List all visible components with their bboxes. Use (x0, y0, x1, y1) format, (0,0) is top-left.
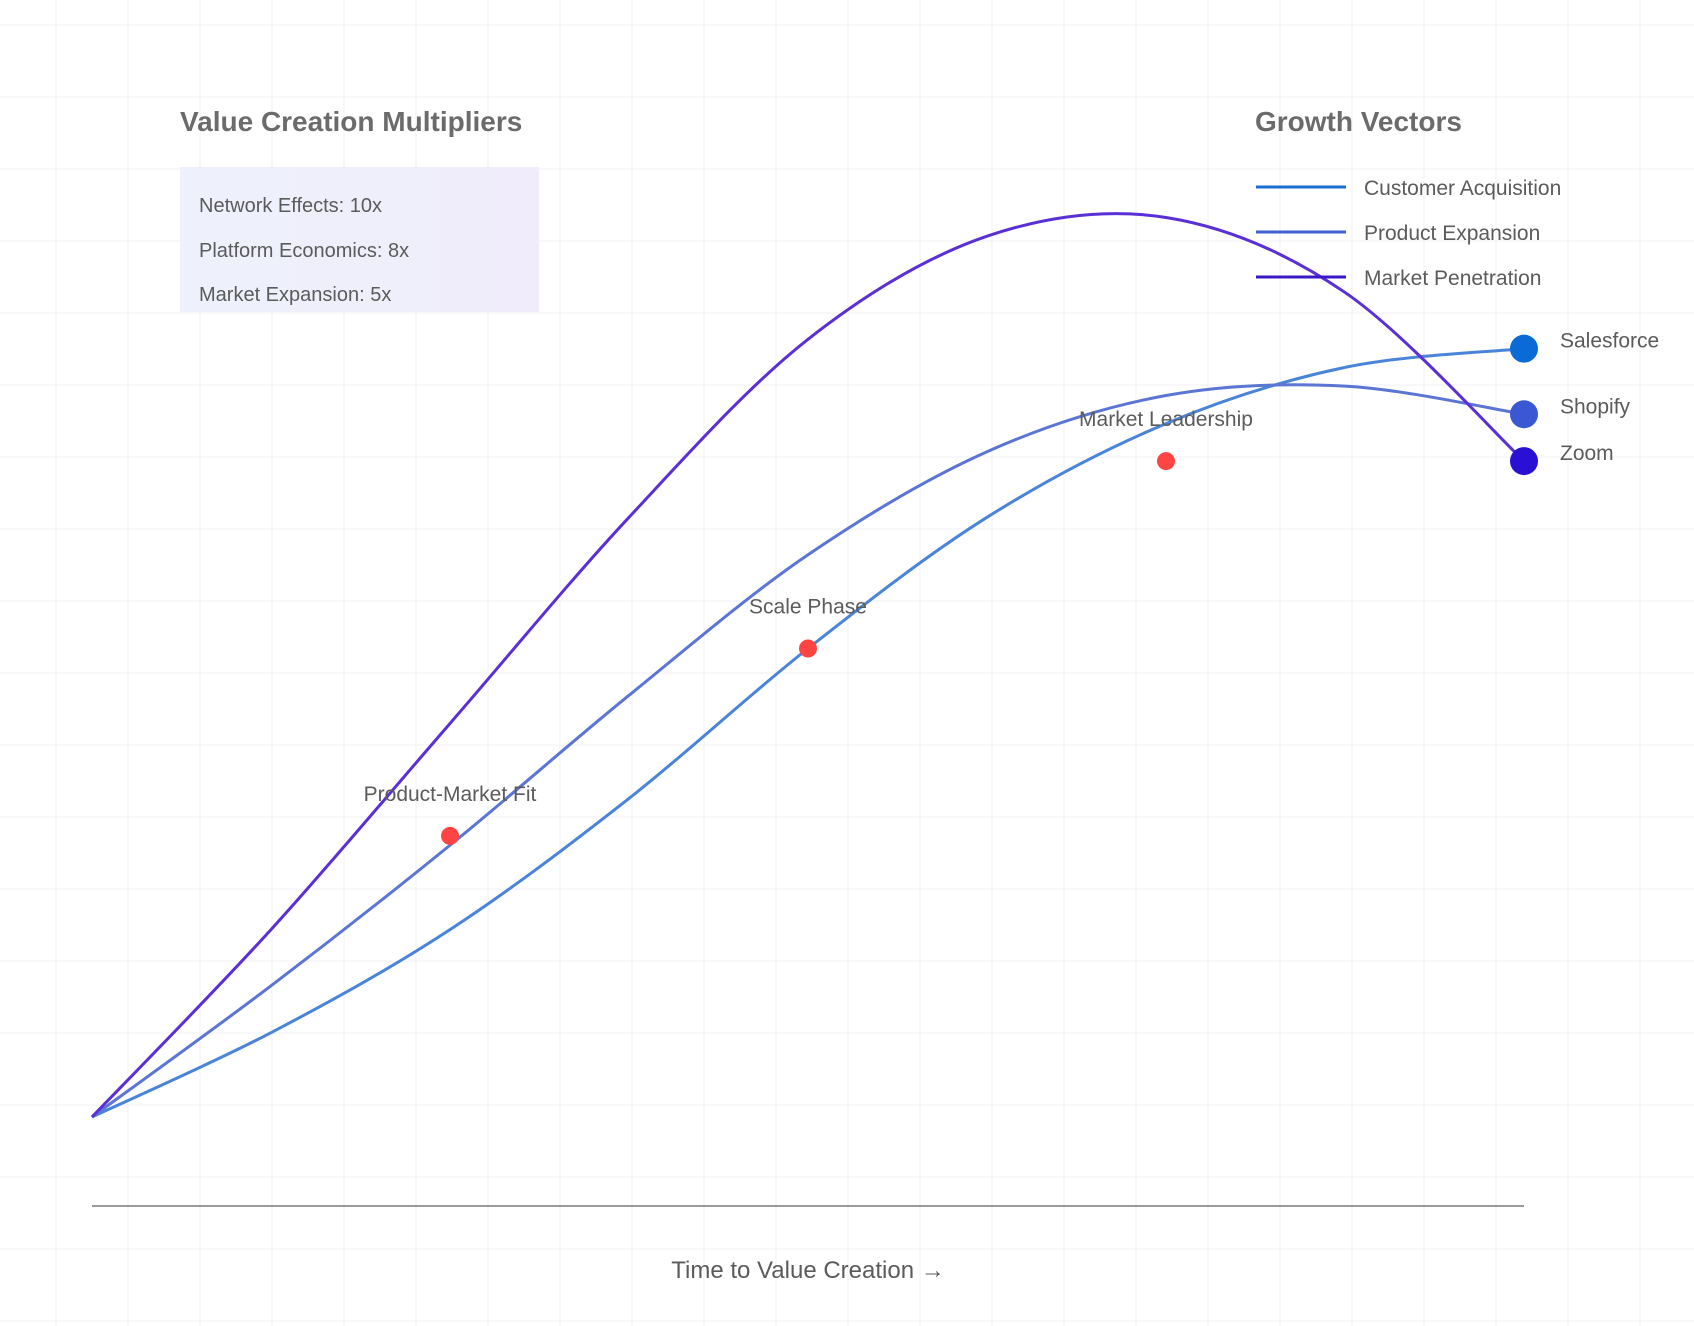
milestone-marker-product-market-fit (441, 826, 459, 845)
end-label-customer-acquisition: Salesforce (1560, 330, 1659, 353)
marker-layer: Salesforce Shopify Zoom Product-Market Fit S… (364, 330, 1659, 845)
legend-label-product-expansion: Product Expansion (1364, 222, 1540, 245)
multiplier-item: Platform Economics: 8x (199, 240, 409, 262)
x-axis-label: Time to Value Creation → (671, 1257, 944, 1284)
multiplier-item: Market Expansion: 5x (199, 284, 391, 306)
milestone-label-product-market-fit: Product-Market Fit (364, 783, 537, 806)
legend-label-customer-acquisition: Customer Acquisition (1364, 177, 1561, 200)
end-marker-customer-acquisition (1510, 334, 1538, 363)
end-label-product-expansion: Shopify (1560, 395, 1631, 418)
series-line-customer-acquisition (91, 347, 1525, 1119)
series-line-market-penetration (90, 212, 1526, 1119)
multipliers-box (180, 167, 539, 312)
end-label-market-penetration: Zoom (1560, 442, 1614, 465)
series-layer (90, 212, 1526, 1119)
milestone-label-market-leadership: Market Leadership (1079, 408, 1253, 431)
series-line-product-expansion (91, 383, 1525, 1119)
milestone-marker-scale-phase (799, 639, 817, 658)
end-marker-product-expansion (1510, 400, 1538, 429)
multiplier-item: Network Effects: 10x (199, 195, 382, 217)
legend-title: Growth Vectors (1255, 106, 1462, 137)
legend-label-market-penetration: Market Penetration (1364, 267, 1541, 290)
milestone-label-scale-phase: Scale Phase (749, 596, 867, 619)
end-marker-market-penetration (1510, 447, 1538, 476)
multipliers-title: Value Creation Multipliers (180, 106, 522, 137)
milestone-marker-market-leadership (1157, 452, 1175, 471)
multipliers-panel: Value Creation Multipliers Network Effec… (180, 106, 539, 312)
legend: Growth Vectors Customer Acquisition Produ… (1255, 106, 1561, 290)
